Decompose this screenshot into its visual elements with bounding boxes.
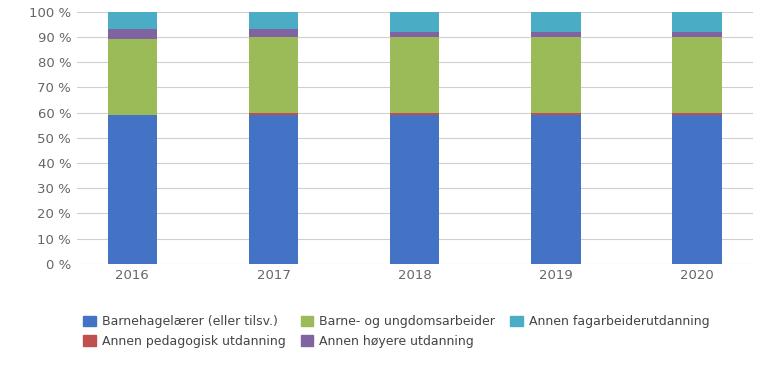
Bar xyxy=(390,37,439,113)
Bar xyxy=(249,29,298,37)
Bar xyxy=(390,12,439,32)
Bar xyxy=(108,29,157,40)
Bar xyxy=(531,32,581,37)
Bar xyxy=(673,113,722,115)
Bar xyxy=(673,115,722,264)
Bar xyxy=(673,32,722,37)
Bar xyxy=(531,12,581,32)
Bar xyxy=(390,115,439,264)
Bar xyxy=(531,113,581,115)
Bar xyxy=(531,37,581,113)
Bar xyxy=(390,32,439,37)
Bar xyxy=(249,113,298,115)
Bar xyxy=(108,12,157,29)
Bar xyxy=(249,37,298,113)
Bar xyxy=(249,12,298,29)
Bar xyxy=(390,113,439,115)
Bar xyxy=(249,115,298,264)
Bar xyxy=(673,37,722,113)
Bar xyxy=(531,115,581,264)
Bar xyxy=(673,12,722,32)
Bar xyxy=(108,39,157,115)
Bar xyxy=(108,115,157,264)
Legend: Barnehagelærer (eller tilsv.), Annen pedagogisk utdanning, Barne- og ungdomsarbe: Barnehagelærer (eller tilsv.), Annen ped… xyxy=(83,315,710,348)
